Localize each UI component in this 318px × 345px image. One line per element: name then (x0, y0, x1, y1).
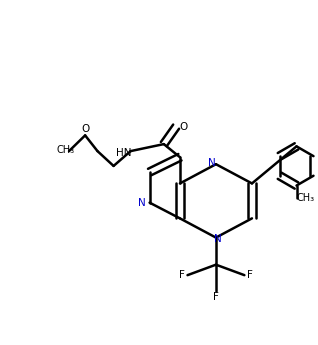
Text: CH₃: CH₃ (57, 145, 75, 155)
Text: N: N (138, 198, 146, 208)
Text: F: F (178, 270, 184, 280)
Text: O: O (180, 122, 188, 132)
Text: N: N (208, 158, 215, 168)
Text: HN: HN (116, 148, 132, 158)
Text: F: F (213, 292, 219, 302)
Text: N: N (214, 234, 221, 244)
Text: CH₃: CH₃ (296, 193, 315, 203)
Text: O: O (81, 124, 89, 134)
Text: F: F (247, 270, 253, 280)
